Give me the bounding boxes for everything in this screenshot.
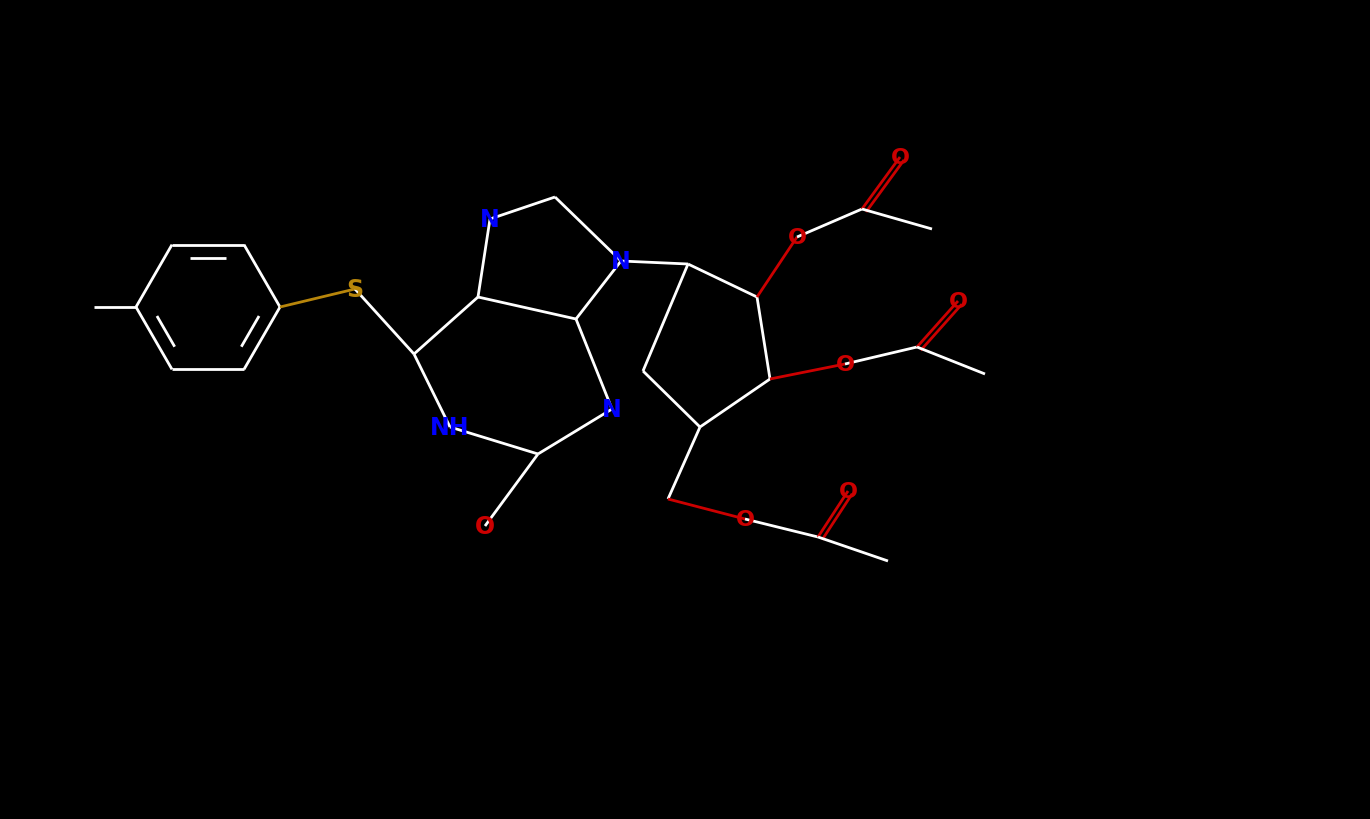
- Text: O: O: [788, 228, 807, 247]
- Text: O: O: [890, 147, 910, 168]
- Text: O: O: [736, 509, 755, 529]
- Text: S: S: [347, 278, 363, 301]
- Text: NH: NH: [430, 415, 470, 440]
- Text: O: O: [838, 482, 858, 501]
- Text: N: N: [611, 250, 630, 274]
- Text: O: O: [948, 292, 967, 311]
- Text: O: O: [836, 355, 855, 374]
- Text: N: N: [479, 208, 500, 232]
- Text: N: N: [603, 397, 622, 422]
- Text: O: O: [475, 514, 495, 538]
